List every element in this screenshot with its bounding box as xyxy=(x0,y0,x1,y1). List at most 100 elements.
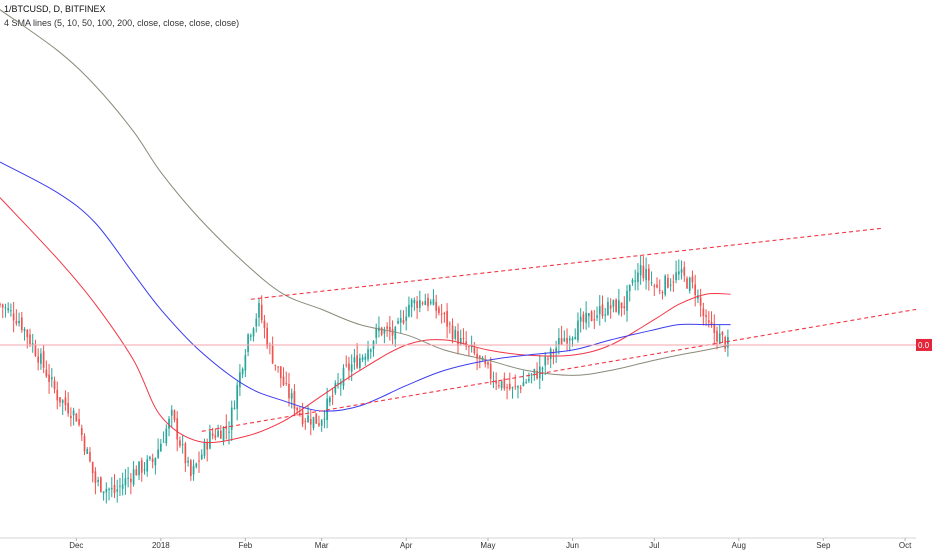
candle xyxy=(162,431,165,443)
sma-line-sma-200 xyxy=(0,9,731,376)
candle xyxy=(634,269,637,291)
candle-body xyxy=(585,312,587,323)
candle-body xyxy=(653,285,656,287)
candle xyxy=(233,400,236,410)
candle xyxy=(560,325,563,345)
chart-symbol-title[interactable]: 1/BTCUSD, D, BITFINEX xyxy=(4,4,106,14)
candle-body xyxy=(588,313,590,317)
candle xyxy=(48,364,50,394)
indicator-legend[interactable]: 4 SMA lines (5, 10, 50, 100, 200, close,… xyxy=(4,18,240,28)
candle xyxy=(454,326,457,341)
candle-body xyxy=(146,459,149,472)
candle-body xyxy=(618,300,620,314)
candle-body xyxy=(285,382,288,384)
candle xyxy=(140,457,143,482)
trend-lines-layer[interactable] xyxy=(201,227,917,432)
candle-body xyxy=(394,327,397,340)
candle-body xyxy=(699,297,702,306)
last-price-tag[interactable]: 0.0 xyxy=(916,338,932,351)
candle-body xyxy=(489,363,492,379)
candle xyxy=(31,334,34,353)
candle xyxy=(506,383,508,400)
candle xyxy=(552,349,555,365)
candle-body xyxy=(399,317,402,323)
candle-body xyxy=(45,369,48,377)
candle xyxy=(418,290,421,313)
candle xyxy=(596,306,598,321)
candle-body xyxy=(454,329,457,339)
candle-body xyxy=(432,299,435,305)
candle xyxy=(219,425,222,439)
candle-body xyxy=(468,346,470,348)
candle xyxy=(364,353,367,366)
candle-body xyxy=(528,378,530,381)
candle xyxy=(530,373,533,384)
candle xyxy=(67,392,69,417)
candle xyxy=(320,418,323,432)
candle-body xyxy=(683,267,686,276)
candle xyxy=(470,335,473,353)
candle xyxy=(721,331,724,343)
candle xyxy=(10,303,12,317)
candle-body xyxy=(530,374,533,376)
sma-line-sma-50 xyxy=(0,197,731,444)
candle xyxy=(590,310,593,322)
candle-body xyxy=(299,413,301,415)
candle xyxy=(94,467,97,495)
candle-body xyxy=(18,320,20,324)
candle xyxy=(339,378,342,396)
candle-body xyxy=(525,381,527,383)
candle-body xyxy=(438,307,440,314)
candle-body xyxy=(326,398,328,421)
candle xyxy=(282,367,285,387)
candle xyxy=(637,263,639,291)
trend-line-lower-channel[interactable] xyxy=(201,308,917,432)
candle xyxy=(615,298,617,313)
candle xyxy=(151,453,154,469)
candle xyxy=(691,270,694,289)
trend-line-upper-channel[interactable] xyxy=(250,227,884,300)
candle-body xyxy=(364,356,367,360)
candle xyxy=(457,323,459,355)
candle xyxy=(113,474,116,499)
candle-body xyxy=(179,440,181,446)
candle xyxy=(146,455,149,477)
candle-body xyxy=(209,431,211,449)
candle-body xyxy=(391,329,394,336)
candle xyxy=(612,299,615,313)
time-axis[interactable]: Dec 2018 Feb Mar Apr May Jun Jul Aug Sep Oct xyxy=(69,538,912,550)
candle-body xyxy=(503,377,506,389)
candle xyxy=(105,482,108,504)
candle xyxy=(230,400,233,442)
candle-body xyxy=(716,330,718,342)
candle xyxy=(399,309,402,334)
candle-body xyxy=(691,276,694,283)
candle-body xyxy=(189,460,192,477)
candle xyxy=(408,296,410,318)
candle-body xyxy=(473,347,476,354)
candle xyxy=(683,261,686,282)
candle xyxy=(86,447,89,455)
candle xyxy=(601,295,604,319)
candle xyxy=(448,321,451,334)
candle-body xyxy=(552,352,555,354)
candle-body xyxy=(7,308,10,311)
candle-body xyxy=(418,300,421,308)
candle-body xyxy=(320,420,323,426)
candle-body xyxy=(72,410,75,416)
candle-body xyxy=(42,351,45,368)
candle-body xyxy=(429,301,432,304)
candle-body xyxy=(405,316,408,321)
candle-body xyxy=(50,377,53,380)
candle-body xyxy=(667,277,669,288)
candle xyxy=(498,380,500,389)
candle-body xyxy=(83,436,86,452)
candle-body xyxy=(23,328,26,332)
candle xyxy=(195,462,198,469)
candle-body xyxy=(138,461,140,476)
candle-body xyxy=(615,299,617,312)
candle-body xyxy=(413,299,416,304)
candle xyxy=(577,312,579,343)
candle-body xyxy=(200,454,203,460)
